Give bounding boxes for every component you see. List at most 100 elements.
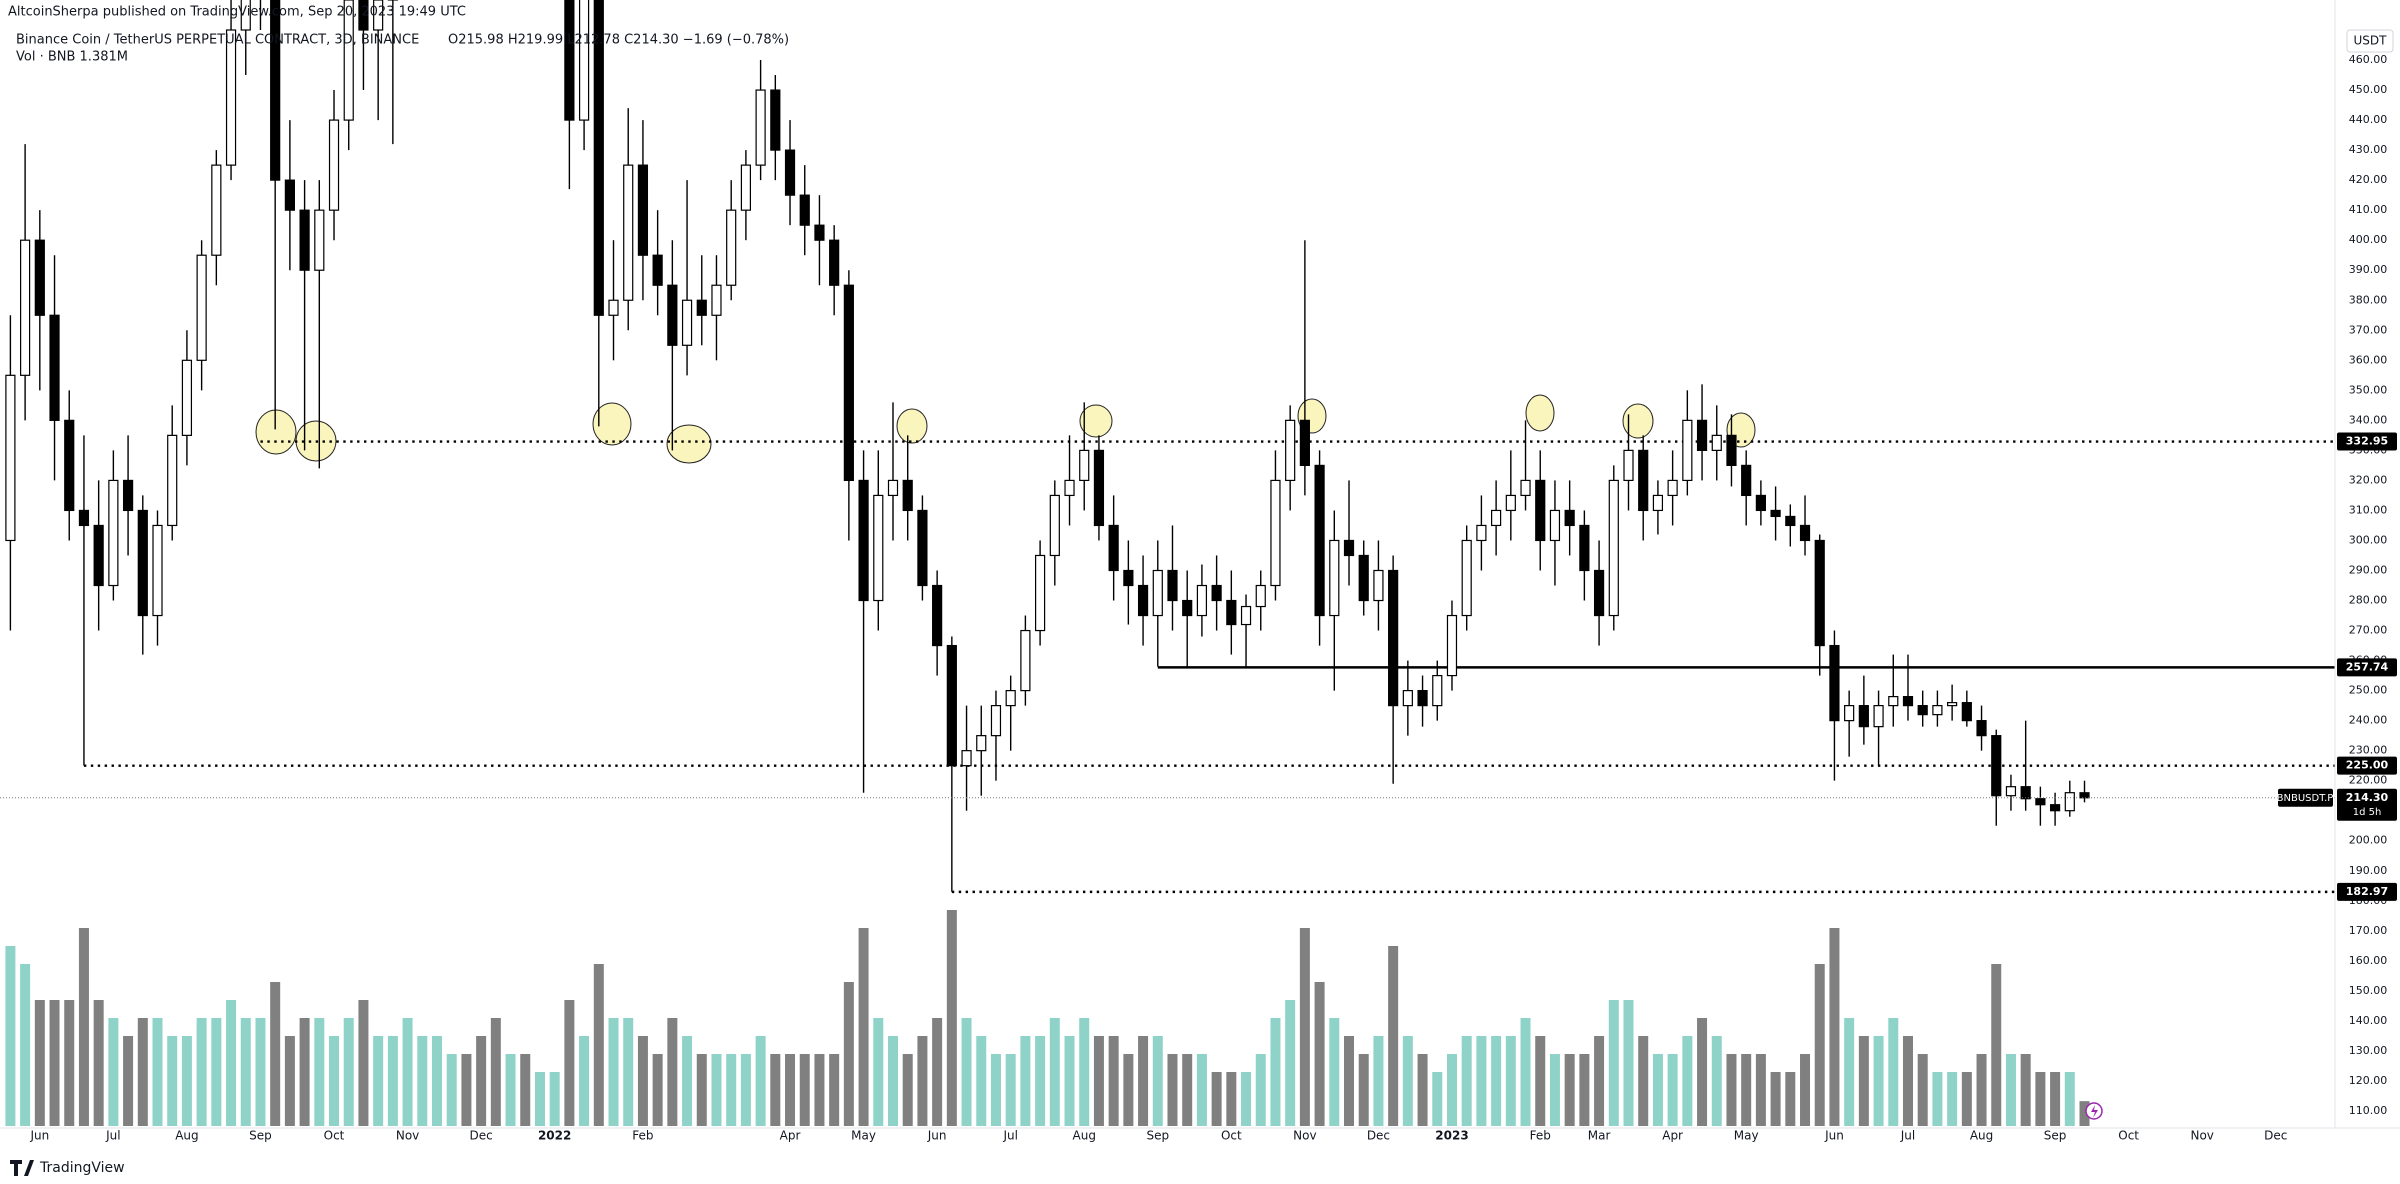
candle-body: [1535, 479, 1546, 542]
y-tick-label: 280.00: [2349, 594, 2388, 607]
y-tick-label: 200.00: [2349, 834, 2388, 847]
candle-body: [1917, 705, 1928, 716]
candle-body: [1991, 735, 2002, 797]
y-tick-label: 340.00: [2349, 413, 2388, 426]
volume-bar: [726, 1054, 737, 1126]
volume-bar: [1785, 1072, 1796, 1126]
volume-bar: [888, 1036, 898, 1126]
highlight-circle: [1525, 394, 1555, 432]
volume-bar: [1241, 1072, 1252, 1126]
volume-bar: [123, 1036, 134, 1126]
candle-body: [196, 254, 207, 361]
x-tick-label: Mar: [1588, 1129, 1611, 1143]
volume-bar: [932, 1018, 943, 1126]
candle-body: [755, 89, 766, 166]
candle-body: [784, 149, 796, 196]
volume-bar: [1079, 1018, 1090, 1126]
volume-bar: [1020, 1036, 1031, 1126]
x-tick-label: Aug: [175, 1129, 198, 1143]
volume-bar: [1579, 1054, 1590, 1126]
volume-bar: [152, 1018, 163, 1126]
volume-bar: [1167, 1054, 1178, 1126]
candle-body: [1299, 419, 1310, 467]
volume-bar: [78, 928, 89, 1126]
volume-bar: [1549, 1054, 1560, 1126]
volume-bar: [196, 1018, 207, 1126]
candle-body: [2035, 798, 2046, 806]
volume-bar: [1049, 1018, 1060, 1126]
volume-bar: [1005, 1054, 1016, 1126]
y-tick-label: 170.00: [2349, 924, 2388, 937]
currency-box[interactable]: [2346, 29, 2394, 53]
x-tick-label: Aug: [1073, 1129, 1096, 1143]
alert-bolt: [2091, 1105, 2098, 1118]
candle-body: [1873, 705, 1884, 728]
candle-body: [1446, 614, 1458, 677]
y-tick-label: 390.00: [2349, 263, 2388, 276]
volume-bar: [873, 1018, 884, 1126]
volume-bar: [1858, 1036, 1869, 1126]
symbol-title: Binance Coin / TetherUS PERPETUAL CONTRA…: [16, 33, 419, 48]
y-tick-label: 220.00: [2349, 774, 2388, 787]
volume-bar: [240, 1018, 251, 1126]
y-tick-label: 110.00: [2349, 1104, 2388, 1117]
volume-bar: [1947, 1072, 1958, 1126]
volume-bar: [137, 1018, 148, 1126]
candle-body: [1314, 464, 1325, 617]
candle-body: [1947, 702, 1958, 707]
x-tick-label: Sep: [1146, 1129, 1169, 1143]
volume-bar: [1932, 1072, 1943, 1126]
candle-body: [652, 254, 663, 286]
volume-bar: [799, 1054, 810, 1126]
volume-bar: [1873, 1036, 1884, 1126]
y-tick-label: 320.00: [2349, 473, 2388, 486]
volume-bar: [696, 1054, 707, 1126]
volume-bar: [329, 1036, 340, 1126]
candle-body: [711, 284, 722, 316]
candle-body: [5, 374, 16, 542]
volume-bar: [946, 910, 957, 1126]
volume-bar: [1226, 1072, 1237, 1126]
candle-body: [1593, 569, 1605, 617]
volume-bar: [2005, 1054, 2016, 1126]
volume-bar: [1667, 1054, 1678, 1126]
candle-body: [1579, 524, 1590, 572]
y-tick-label: 370.00: [2349, 323, 2388, 336]
volume-bar: [1814, 964, 1825, 1126]
candle-body: [593, 0, 604, 316]
candle-body: [1388, 569, 1399, 707]
volume-bar: [373, 1036, 384, 1126]
volume-bar: [1535, 1036, 1546, 1126]
candle-body: [1932, 705, 1943, 716]
x-tick-label: Jul: [1900, 1129, 1915, 1143]
candle-body: [1902, 696, 1914, 707]
volume-bar: [608, 1018, 619, 1126]
candle-body: [1034, 554, 1046, 632]
x-tick-label: Feb: [632, 1129, 653, 1143]
highlight-circle: [1622, 403, 1654, 439]
volume-bar: [1697, 1018, 1708, 1126]
last-price-label: 214.30: [2346, 791, 2389, 804]
volume-bar: [417, 1036, 428, 1126]
volume-bar: [1211, 1072, 1222, 1126]
volume-bar: [226, 1000, 237, 1126]
candle-body: [1182, 599, 1193, 617]
volume-bar: [299, 1018, 310, 1126]
volume-bar: [358, 1000, 369, 1126]
volume-bar: [1608, 1000, 1619, 1126]
candle-body: [696, 299, 707, 316]
candle-body: [1226, 599, 1237, 626]
volume-bar: [637, 1036, 648, 1126]
volume-bar: [976, 1036, 987, 1126]
volume-bar: [1123, 1054, 1134, 1126]
volume-bar: [108, 1018, 119, 1126]
y-tick-label: 400.00: [2349, 233, 2388, 246]
y-tick-label: 460.00: [2349, 53, 2388, 66]
volume-bar: [1446, 1054, 1457, 1126]
x-tick-label: Sep: [249, 1129, 272, 1143]
candle-body: [1167, 569, 1178, 602]
level-label-box: [2337, 432, 2397, 451]
candle-body: [2049, 804, 2061, 812]
currency[interactable]: USDT: [2354, 34, 2388, 48]
candle-body: [1461, 539, 1472, 617]
